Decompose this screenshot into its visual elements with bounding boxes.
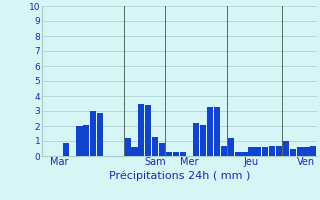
Bar (132, 147, 138, 156)
Bar (276, 146, 282, 156)
Bar (90, 111, 96, 156)
Bar (297, 147, 303, 156)
Bar (214, 106, 220, 156)
Bar (145, 105, 151, 156)
Bar (173, 152, 179, 156)
Bar (269, 146, 275, 156)
X-axis label: Précipitations 24h ( mm ): Précipitations 24h ( mm ) (108, 170, 250, 181)
Bar (248, 147, 254, 156)
Bar (283, 141, 289, 156)
Bar (166, 152, 172, 156)
Bar (221, 146, 227, 156)
Bar (262, 147, 268, 156)
Bar (290, 148, 296, 156)
Bar (152, 137, 158, 156)
Bar (228, 138, 234, 156)
Bar (180, 152, 186, 156)
Bar (193, 123, 199, 156)
Bar (63, 142, 69, 156)
Bar (303, 147, 309, 156)
Bar (200, 124, 206, 156)
Bar (124, 138, 131, 156)
Bar (310, 146, 316, 156)
Bar (159, 142, 165, 156)
Bar (97, 112, 103, 156)
Bar (83, 124, 89, 156)
Bar (242, 152, 248, 156)
Bar (207, 106, 213, 156)
Bar (235, 152, 241, 156)
Bar (76, 126, 83, 156)
Bar (255, 147, 261, 156)
Bar (138, 104, 144, 156)
